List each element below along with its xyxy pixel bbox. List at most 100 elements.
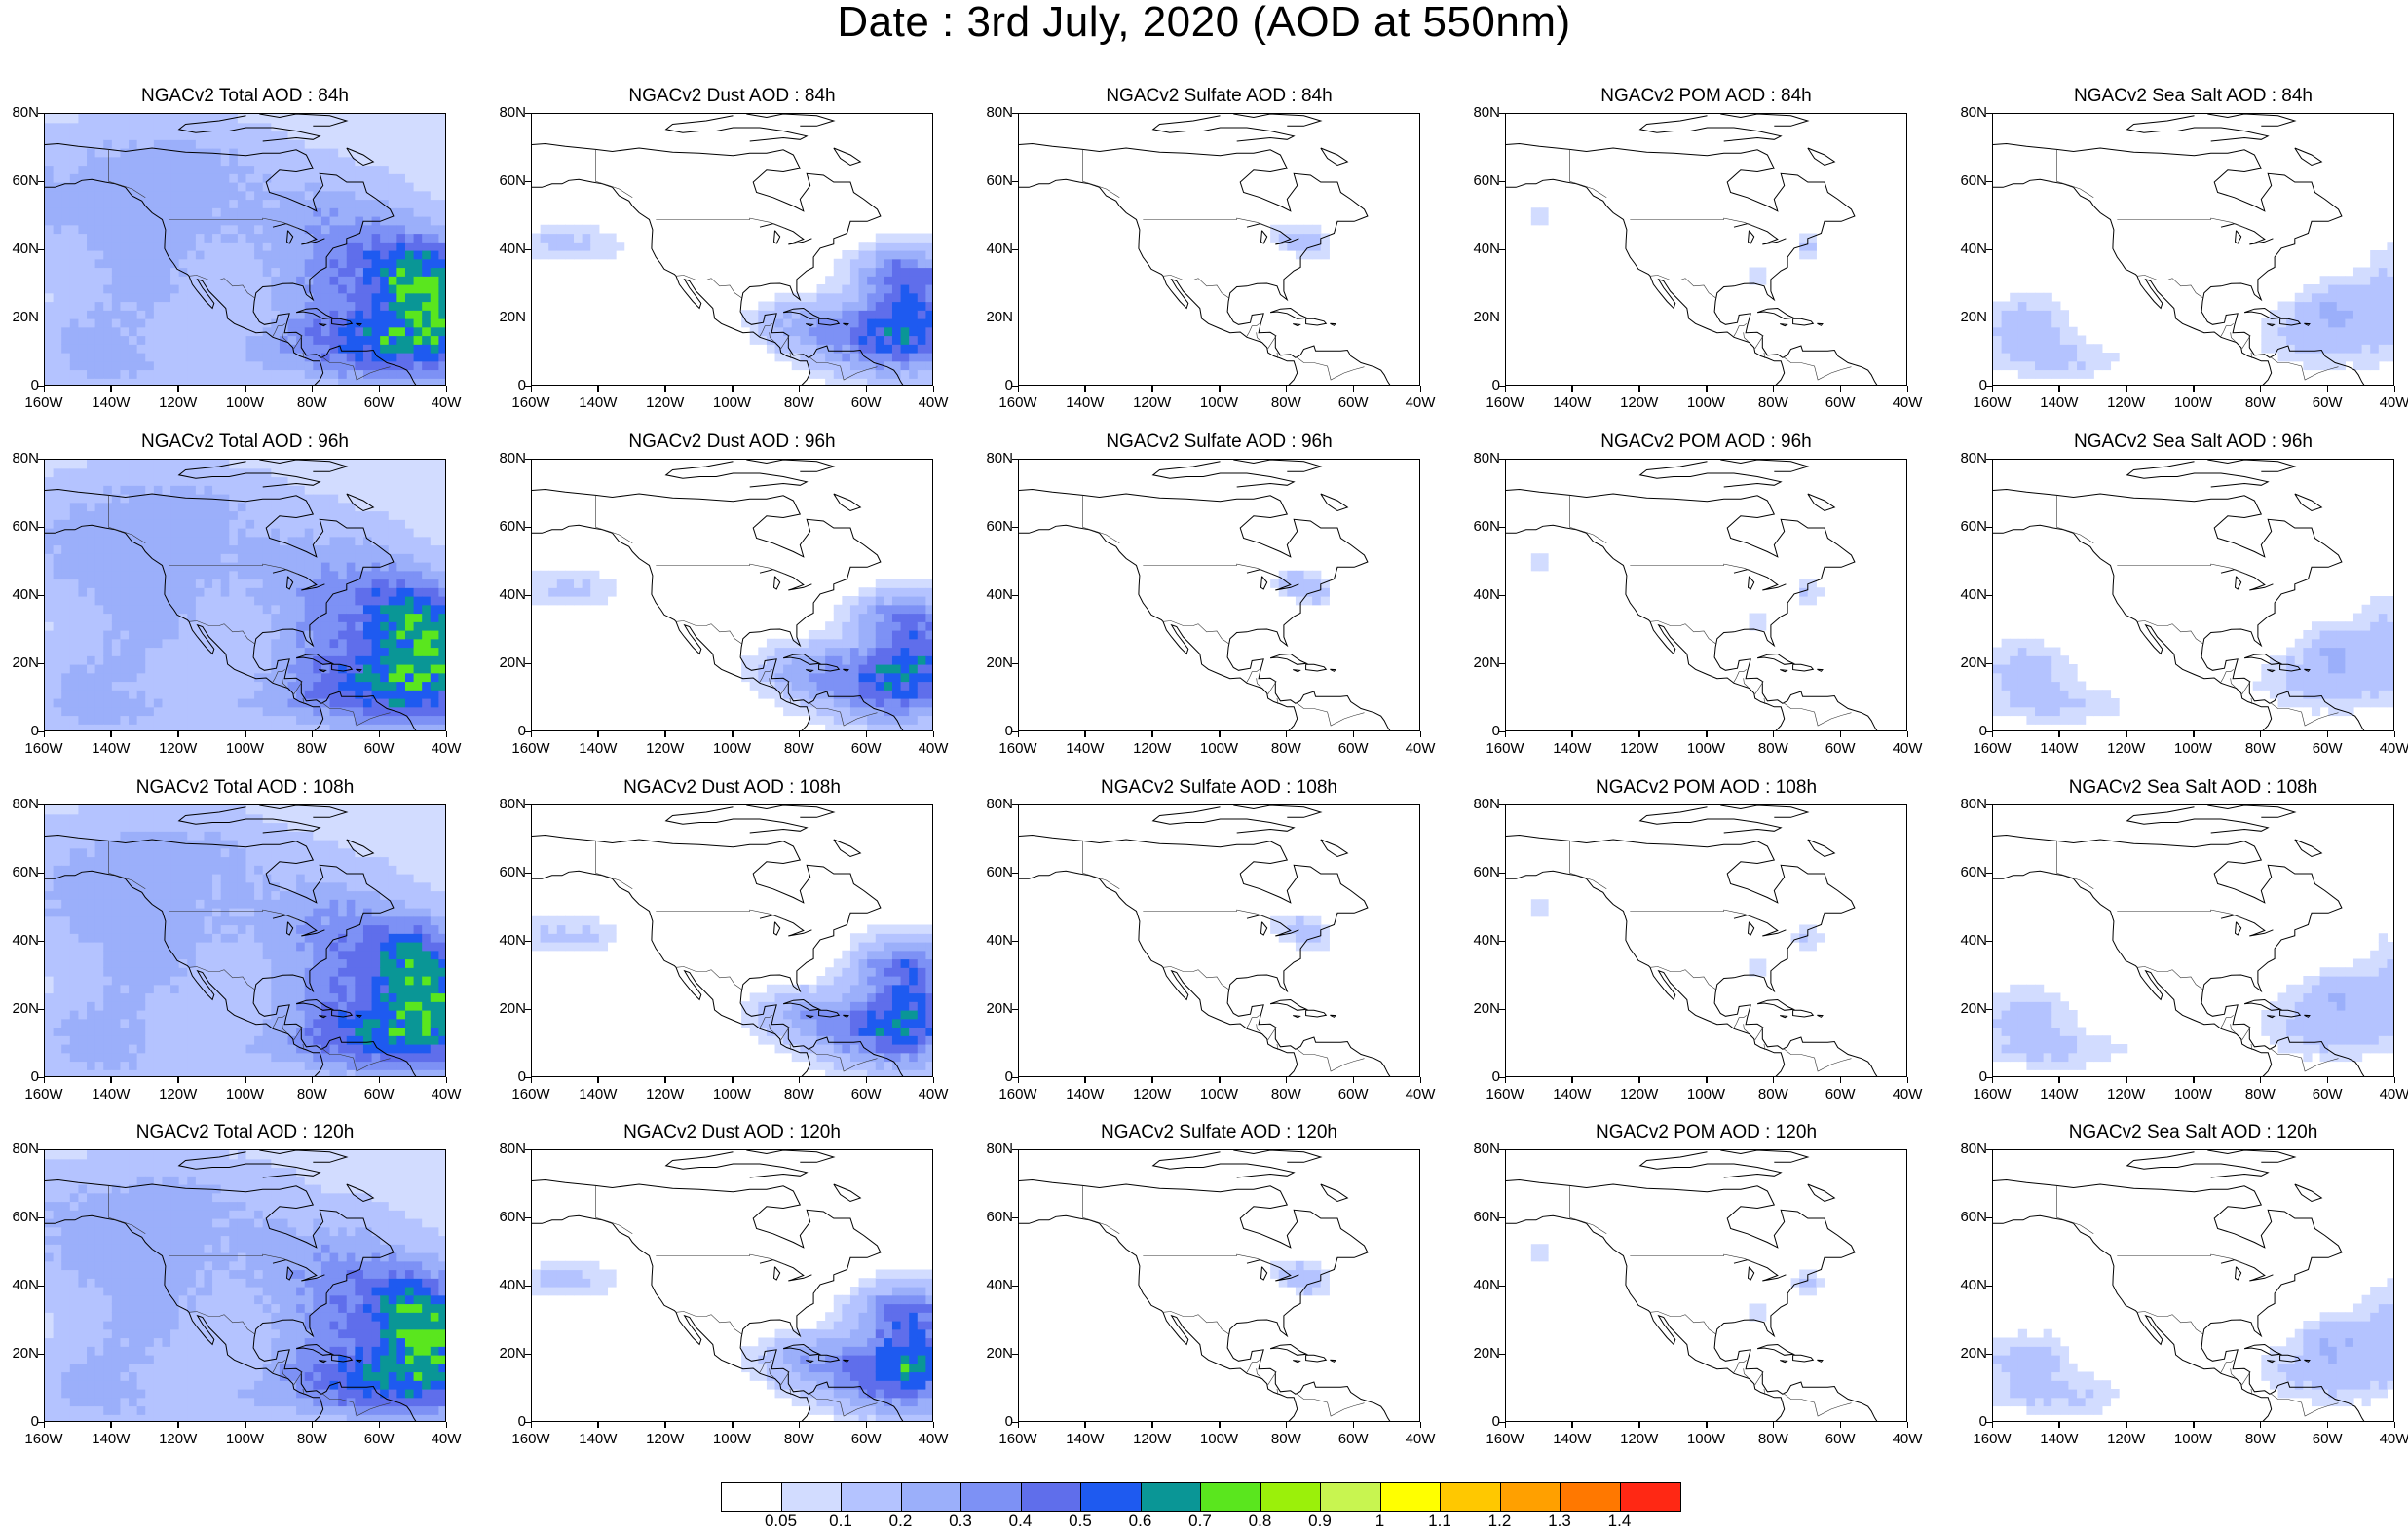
aod-cell [380, 630, 389, 639]
aod-cell [438, 234, 446, 243]
aod-cell [2345, 690, 2353, 698]
aod-cell [783, 293, 792, 302]
aod-cell [2337, 276, 2346, 284]
aod-cell [179, 327, 188, 336]
aod-cell [187, 511, 196, 520]
aod-cell [372, 268, 381, 277]
panel-title: NGACv2 Total AOD : 84h [44, 86, 446, 107]
aod-cell [2286, 698, 2295, 707]
aod-cell [154, 191, 163, 200]
aod-cell [405, 225, 414, 234]
aod-cell [431, 200, 439, 208]
aod-cell [170, 327, 179, 336]
aod-cell [396, 630, 405, 639]
aod-cell [212, 131, 221, 140]
aod-cell [321, 207, 330, 216]
aod-cell [162, 682, 170, 691]
aod-cell [95, 318, 104, 327]
aod-cell [590, 250, 599, 259]
aod-cell [574, 571, 583, 579]
aod-cell [2328, 621, 2337, 630]
aod-cell [330, 139, 339, 148]
aod-cell [196, 503, 205, 511]
aod-cell [54, 468, 62, 477]
aod-cell [809, 336, 817, 345]
coastline [1306, 318, 1327, 325]
aod-cell [2002, 664, 2011, 673]
aod-cell [120, 259, 129, 268]
aod-cell [204, 344, 212, 353]
aod-cell [431, 148, 439, 157]
aod-cell [842, 639, 850, 648]
aod-cell [54, 848, 62, 857]
aod-cell [792, 673, 801, 682]
aod-cell [892, 310, 901, 318]
aod-cell [70, 993, 79, 1002]
aod-cell [61, 166, 70, 174]
lat-tick [1986, 249, 1992, 251]
aod-cell [389, 276, 397, 284]
aod-cell [909, 579, 918, 588]
aod-cell [422, 310, 431, 318]
aod-cell [414, 614, 423, 622]
aod-cell [2035, 690, 2044, 698]
lat-tick-label: 0 [0, 378, 39, 393]
aod-cell [338, 293, 347, 302]
aod-cell [355, 528, 363, 537]
aod-cell [2010, 327, 2018, 336]
lat-tick [1499, 113, 1505, 115]
aod-cell [2044, 370, 2052, 379]
aod-cell [170, 242, 179, 250]
lat-tick-label: 80N [0, 451, 39, 467]
aod-cell [145, 259, 154, 268]
aod-cell [137, 571, 146, 579]
lat-tick [1012, 663, 1018, 665]
aod-cell [850, 648, 859, 656]
aod-cell [95, 131, 104, 140]
coastline [746, 114, 834, 126]
aod-cell [45, 131, 54, 140]
aod-cell [901, 724, 910, 731]
aod-cell [305, 361, 314, 370]
aod-cell [313, 511, 321, 520]
aod-cell [78, 378, 87, 386]
aod-cell [45, 899, 54, 908]
aod-cell [129, 562, 137, 571]
lat-tick [1012, 181, 1018, 183]
aod-cell [221, 276, 230, 284]
aod-cell [162, 690, 170, 698]
aod-cell [70, 639, 79, 648]
aod-cell [305, 173, 314, 182]
aod-cell [2060, 716, 2069, 725]
aod-cell [95, 707, 104, 716]
aod-cell [321, 562, 330, 571]
aod-cell [305, 268, 314, 277]
aod-cell [918, 587, 926, 596]
aod-cell [901, 336, 910, 345]
aod-cell [876, 336, 884, 345]
aod-cell [867, 621, 876, 630]
aod-cell [187, 207, 196, 216]
aod-cell [372, 225, 381, 234]
aod-cell [438, 460, 446, 468]
aod-cell [321, 225, 330, 234]
aod-cell [355, 191, 363, 200]
aod-cell [61, 553, 70, 562]
aod-cell [263, 511, 272, 520]
aod-cell [129, 242, 137, 250]
aod-cell [229, 707, 238, 716]
aod-cell [355, 361, 363, 370]
aod-cell [1750, 614, 1758, 622]
aod-cell [422, 225, 431, 234]
aod-cell [2353, 698, 2362, 707]
aod-cell [389, 191, 397, 200]
aod-cell [54, 166, 62, 174]
aod-cell [321, 276, 330, 284]
aod-cell [892, 596, 901, 605]
aod-cell [918, 648, 926, 656]
aod-cell [363, 562, 372, 571]
aod-cell [422, 503, 431, 511]
aod-cell [396, 310, 405, 318]
aod-cell [422, 123, 431, 131]
lon-tick [1992, 386, 1994, 392]
